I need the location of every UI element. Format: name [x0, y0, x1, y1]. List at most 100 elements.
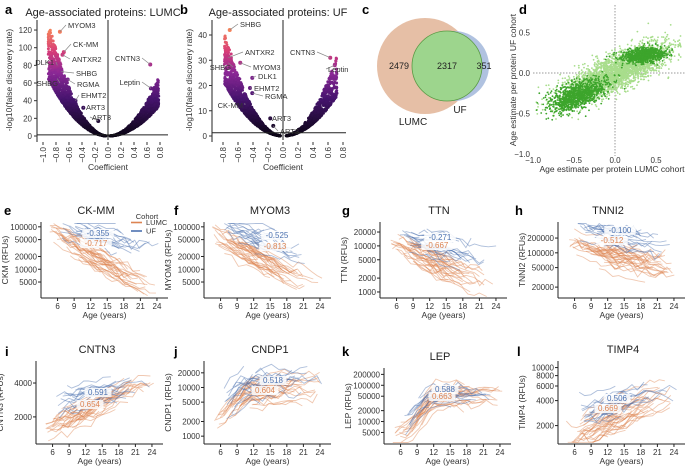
volcano-point	[64, 83, 68, 87]
scatter-age-estimates: Age estimate per protein LUMC cohort Age…	[508, 5, 685, 174]
volcano-point	[119, 131, 123, 135]
volcano-point	[317, 106, 321, 110]
x-tick-label: 0.2	[117, 146, 126, 158]
volcano-point	[50, 72, 54, 76]
panel-label-i: i	[5, 344, 9, 359]
light-scatter-point	[658, 67, 661, 70]
volcano-point	[56, 68, 60, 72]
volcano-point	[233, 97, 237, 101]
protein-annotation-label: ART3	[272, 114, 291, 123]
volcano-point	[151, 94, 155, 98]
annotation-arrow	[141, 81, 152, 89]
volcano-point	[48, 51, 52, 54]
volcano-point	[233, 69, 236, 72]
volcano-point	[142, 114, 146, 118]
light-scatter-point	[573, 65, 576, 67]
volcano-point	[325, 106, 329, 110]
volcano-point	[59, 62, 63, 66]
protein-annotation-label: ART3	[86, 103, 105, 112]
volcano-point	[335, 57, 338, 61]
volcano-point	[86, 122, 90, 126]
volcano-point	[123, 128, 127, 132]
volcano-point	[236, 79, 240, 83]
panel-label-f: f	[174, 203, 179, 218]
volcano-point	[244, 109, 248, 113]
volcano-point	[67, 107, 71, 111]
volcano-point	[57, 57, 61, 61]
volcano-point	[134, 119, 138, 123]
y-tick-label: 10	[198, 107, 207, 116]
volcano-point	[261, 125, 265, 129]
volcano-point	[60, 75, 64, 79]
volcano-point	[46, 47, 50, 51]
protein-annotation-label: SHBG	[240, 20, 261, 29]
x-tick-label: −0.4	[78, 146, 87, 162]
light-scatter-point	[638, 44, 641, 47]
volcano-point	[154, 106, 158, 110]
light-scatter-point	[611, 49, 613, 52]
volcano-point	[320, 110, 323, 114]
volcano-point	[322, 90, 326, 94]
volcano-point	[144, 112, 148, 116]
scatter-points	[535, 22, 682, 121]
protein-annotation-label: SHBG	[37, 79, 58, 88]
protein-annotation-label: CNTN3	[115, 54, 140, 63]
y-tick-label: 60	[23, 79, 32, 88]
volcano-point	[231, 62, 235, 65]
protein-annotation-label: RGMA	[77, 80, 100, 89]
volcano-point	[299, 129, 303, 133]
x-tick-label: −0.6	[65, 146, 74, 162]
protein-annotation-label: DLK1	[35, 58, 54, 67]
annotation-arrow	[272, 125, 279, 132]
y-tick-label: 30	[198, 56, 207, 65]
light-scatter-point	[572, 75, 575, 78]
volcano-point	[83, 126, 87, 130]
volcano-point	[328, 77, 332, 81]
volcano-point	[63, 92, 67, 95]
y-tick-label: 0	[203, 132, 208, 141]
volcano-point	[236, 95, 240, 99]
x-tick-label: 0.4	[130, 146, 139, 158]
annotation-arrow	[316, 51, 331, 59]
volcano-point	[145, 105, 149, 108]
volcano-point	[59, 91, 63, 95]
light-scatter-point	[597, 108, 600, 110]
x-tick-label: −0.8	[52, 146, 61, 162]
annotation-arrow	[63, 43, 72, 53]
x-tick-label: 0.0	[279, 146, 288, 158]
volcano-point	[65, 102, 69, 106]
x-tick-label: 0.8	[339, 146, 348, 158]
volcano-point	[59, 88, 63, 92]
volcano-point	[326, 83, 330, 87]
volcano-point	[49, 37, 53, 41]
venn-lumc-label: LUMC	[399, 117, 427, 128]
venn-overlap-count: 2317	[437, 61, 457, 71]
volcano-point	[239, 92, 242, 95]
volcano-point	[333, 75, 337, 79]
venn-uf-label: UF	[453, 105, 466, 116]
volcano-point	[325, 102, 329, 106]
x-tick-label: 0.2	[294, 146, 303, 158]
light-scatter-point	[679, 35, 682, 37]
light-scatter-point	[678, 39, 681, 41]
volcano-uf-ylabel: -log10(false discovery rate)	[184, 29, 194, 132]
light-scatter-point	[647, 37, 649, 40]
protein-annotation-label: CK-MM	[73, 40, 98, 49]
volcano-point	[228, 86, 232, 90]
volcano-point	[63, 77, 67, 81]
volcano-point	[156, 92, 160, 95]
scatter-xlabel: Age estimate per protein LUMC cohort	[539, 164, 685, 174]
volcano-point	[235, 92, 239, 96]
panel-label-e: e	[4, 203, 11, 218]
volcano-point	[153, 102, 157, 106]
volcano-point	[156, 87, 159, 91]
protein-annotation-label: EHMT2	[81, 91, 106, 100]
volcano-point	[239, 81, 243, 85]
light-scatter-point	[664, 31, 667, 34]
x-tick-label: 0.8	[156, 146, 165, 158]
volcano-point	[52, 50, 56, 53]
protein-annotation-label: MYOM3	[253, 63, 281, 72]
light-scatter-point	[668, 68, 670, 70]
volcano-point	[60, 81, 63, 85]
x-tick-label: −0.4	[249, 146, 258, 162]
